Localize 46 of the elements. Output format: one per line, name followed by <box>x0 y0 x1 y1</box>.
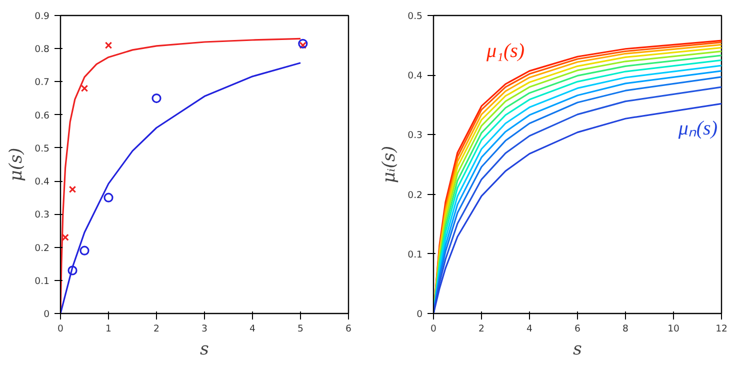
x-tick-label: 6 <box>574 324 581 334</box>
y-tick-label: 0.5 <box>34 143 50 154</box>
x-tick-label: 5 <box>298 324 304 334</box>
point <box>104 42 112 49</box>
x-tick-label: 2 <box>478 324 484 334</box>
point <box>68 266 78 276</box>
point <box>62 234 69 241</box>
y-tick-label: 0.2 <box>408 190 423 201</box>
point <box>68 186 76 193</box>
point <box>80 84 88 92</box>
y-tick-label: 0.3 <box>408 130 423 142</box>
x-axis-title: s <box>200 340 210 360</box>
y-tick-label: 0.4 <box>34 176 50 188</box>
y-tick-label: 0.4 <box>408 70 423 82</box>
x-tick-label: 0 <box>430 324 437 334</box>
y-tick-label: 0.3 <box>34 210 50 221</box>
x-tick-label: 2 <box>154 324 160 334</box>
y-tick-label: 0.1 <box>34 276 50 287</box>
x-tick-label: 12 <box>716 324 728 334</box>
y-tick-label: 0.1 <box>408 249 423 260</box>
x-tick-label: 0 <box>58 324 64 334</box>
y-tick-label: 0.5 <box>408 11 423 22</box>
x-tick-label: 3 <box>202 324 208 334</box>
y-axis-title: μᵢ(s) <box>380 146 400 184</box>
x-tick-label: 6 <box>346 324 352 334</box>
x-tick-label: 4 <box>250 324 256 334</box>
y-tick-label: 0.7 <box>34 77 50 88</box>
x-tick-label: 4 <box>526 324 533 334</box>
point <box>152 93 162 104</box>
point <box>104 192 114 202</box>
x-tick-label: 10 <box>668 324 680 334</box>
series-label: μₙ(s) <box>677 118 718 140</box>
y-tick-label: 0.8 <box>34 44 50 56</box>
point <box>80 246 90 256</box>
y-tick-label: 0.9 <box>34 11 50 22</box>
x-tick-label: 8 <box>622 324 629 334</box>
series-label: μ₁(s) <box>485 40 525 62</box>
point <box>298 38 308 48</box>
y-axis-title: μ(s) <box>6 148 27 182</box>
y-tick-label: 0.6 <box>34 110 50 122</box>
x-tick-label: 1 <box>106 324 112 334</box>
y-tick-label: 0 <box>44 309 50 320</box>
x-axis-title: s <box>573 340 582 360</box>
y-tick-label: 0 <box>416 309 423 320</box>
y-tick-label: 0.2 <box>34 242 50 254</box>
point <box>299 42 307 49</box>
